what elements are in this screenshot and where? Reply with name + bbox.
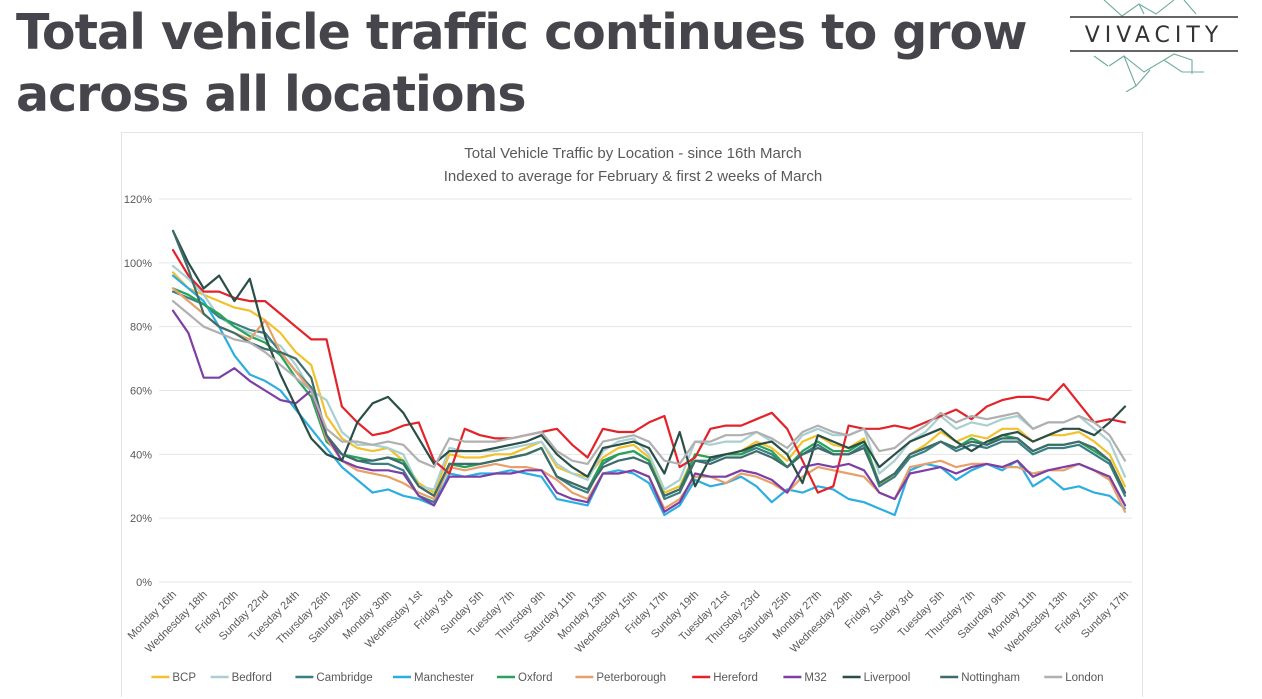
x-tick-label: Thursday 23rd bbox=[704, 589, 763, 648]
logo-network-graphic: VIVACITY bbox=[1070, 0, 1238, 93]
legend-label: Nottingham bbox=[961, 672, 1020, 684]
y-tick-label: 20% bbox=[130, 513, 152, 525]
slide-title-line-2: across all locations bbox=[16, 66, 527, 123]
legend-label: Oxford bbox=[518, 672, 553, 684]
legend-label: M32 bbox=[804, 672, 826, 684]
legend-label: London bbox=[1065, 672, 1103, 684]
y-tick-label: 0% bbox=[136, 577, 152, 589]
series-line-hereford bbox=[171, 248, 1127, 494]
legend-label: Manchester bbox=[414, 672, 474, 684]
legend-label: Peterborough bbox=[596, 672, 666, 684]
logo-lines-icon bbox=[1093, 0, 1204, 93]
chart-container: Total Vehicle Traffic by Location - sinc… bbox=[121, 132, 1143, 697]
legend-item-oxford[interactable]: Oxford bbox=[497, 672, 553, 684]
legend-item-liverpool[interactable]: Liverpool bbox=[842, 672, 911, 684]
legend-label: BCP bbox=[172, 672, 196, 684]
legend-label: Cambridge bbox=[316, 672, 372, 684]
series-line-liverpool bbox=[171, 229, 1127, 488]
legend-label: Hereford bbox=[713, 672, 758, 684]
legend-item-bcp[interactable]: BCP bbox=[151, 672, 196, 684]
slide-title-line-1: Total vehicle traffic continues to grow bbox=[16, 4, 1027, 61]
legend-item-manchester[interactable]: Manchester bbox=[393, 672, 474, 684]
logo-text: VIVACITY bbox=[1085, 23, 1224, 48]
legend-item-bedford[interactable]: Bedford bbox=[210, 672, 272, 684]
series-line-london bbox=[171, 300, 1127, 469]
legend-item-m32[interactable]: M32 bbox=[783, 672, 827, 684]
y-tick-label: 60% bbox=[130, 386, 152, 398]
y-tick-label: 100% bbox=[124, 258, 152, 270]
legend-item-nottingham[interactable]: Nottingham bbox=[940, 672, 1020, 684]
y-tick-label: 40% bbox=[130, 449, 152, 461]
series-line-bcp bbox=[171, 271, 1127, 494]
series-line-manchester bbox=[171, 274, 1127, 517]
line-chart: Total Vehicle Traffic by Location - sinc… bbox=[124, 145, 1132, 684]
y-axis-ticks: 0% 20% 40% 60% 80% 100% 120% bbox=[124, 194, 152, 589]
series-lines bbox=[171, 229, 1127, 517]
vivacity-logo: VIVACITY bbox=[1064, 0, 1244, 93]
legend: BCP Bedford Cambridge Manchester Oxford Peter… bbox=[151, 672, 1104, 684]
y-tick-label: 80% bbox=[130, 322, 152, 334]
series-line-nottingham bbox=[171, 229, 1127, 497]
series-line-m32 bbox=[171, 309, 1127, 513]
chart-subtitle: Indexed to average for February & first … bbox=[444, 168, 823, 185]
legend-item-london[interactable]: London bbox=[1044, 672, 1104, 684]
legend-label: Liverpool bbox=[864, 672, 911, 684]
series-line-bedford bbox=[171, 264, 1127, 491]
y-tick-label: 120% bbox=[124, 194, 152, 206]
legend-item-peterborough[interactable]: Peterborough bbox=[575, 672, 666, 684]
slide-title: Total vehicle traffic continues to grow … bbox=[16, 2, 1027, 126]
chart-title: Total Vehicle Traffic by Location - sinc… bbox=[464, 145, 801, 162]
legend-item-cambridge[interactable]: Cambridge bbox=[295, 672, 373, 684]
legend-item-hereford[interactable]: Hereford bbox=[692, 672, 758, 684]
legend-label: Bedford bbox=[232, 672, 272, 684]
x-tick-label: Thursday 26th bbox=[274, 589, 332, 647]
